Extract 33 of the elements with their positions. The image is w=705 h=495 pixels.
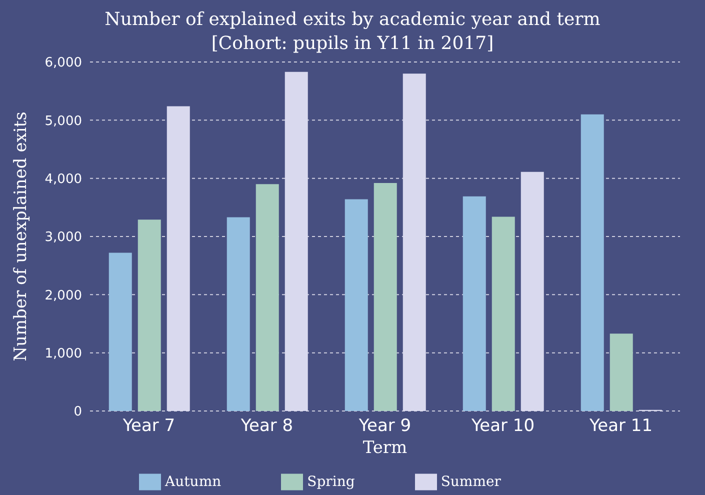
bar (284, 72, 308, 411)
legend-label: Spring (307, 474, 355, 490)
y-tick-label: 4,000 (44, 172, 82, 187)
bar (166, 106, 190, 411)
x-tick-label: Year 8 (240, 416, 294, 436)
bar (520, 172, 544, 411)
legend-label: Summer (440, 474, 501, 490)
bar (402, 74, 426, 411)
y-tick-label: 2,000 (44, 288, 82, 304)
x-axis-title: Term (362, 438, 408, 458)
bar (492, 216, 515, 411)
bar (256, 184, 279, 411)
bar (344, 199, 368, 411)
x-tick-label: Year 7 (122, 416, 176, 436)
y-tick-label: 5,000 (44, 114, 82, 129)
y-tick-label: 6,000 (44, 56, 82, 71)
bar (108, 252, 132, 411)
x-tick-label: Year 9 (358, 416, 412, 436)
legend-label: Autumn (165, 474, 222, 490)
bar (374, 182, 397, 411)
y-tick-label: 1,000 (44, 346, 82, 362)
bar (138, 220, 161, 411)
bar (610, 334, 633, 411)
bar (580, 114, 604, 411)
x-tick-label: Year 11 (588, 416, 653, 436)
bar (226, 217, 250, 411)
bar (462, 196, 486, 411)
chart-title: Number of explained exits by academic year and term (104, 8, 602, 32)
x-tick-label: Year 10 (470, 416, 535, 436)
y-tick-label: 0 (74, 404, 82, 420)
y-axis-title: Number of unexplained exits (11, 112, 32, 362)
y-tick-label: 3,000 (44, 230, 82, 246)
chart-subtitle: [Cohort: pupils in Y11 in 2017] (210, 32, 495, 56)
